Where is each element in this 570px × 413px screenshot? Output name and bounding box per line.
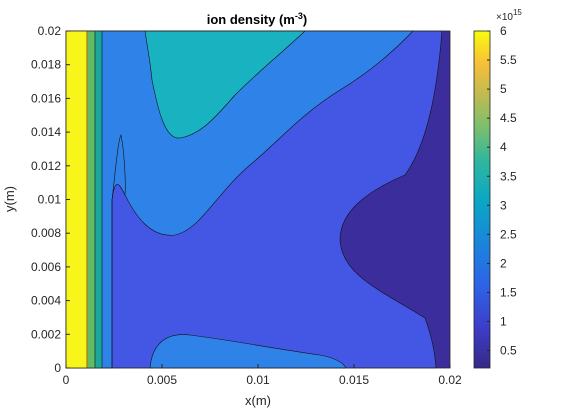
x-axis: 0 0.005 0.01 0.015 0.02 x(m) (63, 364, 462, 408)
colorbar-tick-label: 2 (500, 256, 507, 270)
colorbar-tick-label: 1.5 (500, 285, 517, 299)
contour-lines (86, 31, 126, 368)
x-tick-label: 0.01 (246, 373, 270, 387)
colorbar-gradient (473, 30, 491, 369)
y-tick-label: 0.016 (31, 91, 61, 105)
colorbar-tick-label: 2.5 (500, 227, 517, 241)
colorbar-tick-label: 5 (500, 82, 507, 96)
contour-level-mid (144, 30, 306, 139)
y-tick-label: 0.004 (31, 294, 61, 308)
y-tick-label: 0.014 (31, 125, 61, 139)
colorbar: 0.5 1 1.5 2 2.5 3 3.5 4 4.5 5 5.5 6 ×1015 (473, 8, 522, 369)
chart-title: ion density (m-3) (207, 11, 307, 27)
colorbar-ticks: 0.5 1 1.5 2 2.5 3 3.5 4 4.5 5 5.5 6 (487, 24, 517, 358)
colorbar-tick-label: 4 (500, 140, 507, 154)
y-tick-label: 0.01 (38, 193, 62, 207)
y-axis: 0 0.002 0.004 0.006 0.008 0.01 0.012 0.0… (2, 24, 70, 375)
x-tick-label: 0.02 (438, 373, 462, 387)
contour-plot (65, 30, 451, 369)
x-tick-label: 0.015 (339, 373, 369, 387)
y-tick-label: 0.02 (38, 24, 62, 38)
y-tick-label: 0.012 (31, 159, 61, 173)
x-tick-label: 0.005 (147, 373, 177, 387)
colorbar-tick-label: 5.5 (500, 53, 517, 67)
y-tick-label: 0.006 (31, 260, 61, 274)
x-axis-label: x(m) (245, 393, 271, 408)
y-tick-label: 0 (54, 361, 61, 375)
colorbar-tick-label: 3 (500, 198, 507, 212)
y-axis-label: y(m) (2, 186, 17, 212)
x-tick-label: 0 (63, 373, 70, 387)
colorbar-multiplier: ×1015 (496, 8, 522, 23)
colorbar-tick-label: 3.5 (500, 169, 517, 183)
contour-level-max (66, 31, 87, 368)
colorbar-tick-label: 1 (500, 315, 507, 329)
y-tick-label: 0.008 (31, 226, 61, 240)
contour-level-mid-low-lower (149, 334, 347, 369)
colorbar-tick-label: 0.5 (500, 344, 517, 358)
colorbar-tick-label: 4.5 (500, 111, 517, 125)
y-tick-label: 0.002 (31, 327, 61, 341)
y-tick-label: 0.018 (31, 58, 61, 72)
colorbar-tick-label: 6 (500, 24, 507, 38)
contour-level-mid-low (65, 30, 414, 369)
